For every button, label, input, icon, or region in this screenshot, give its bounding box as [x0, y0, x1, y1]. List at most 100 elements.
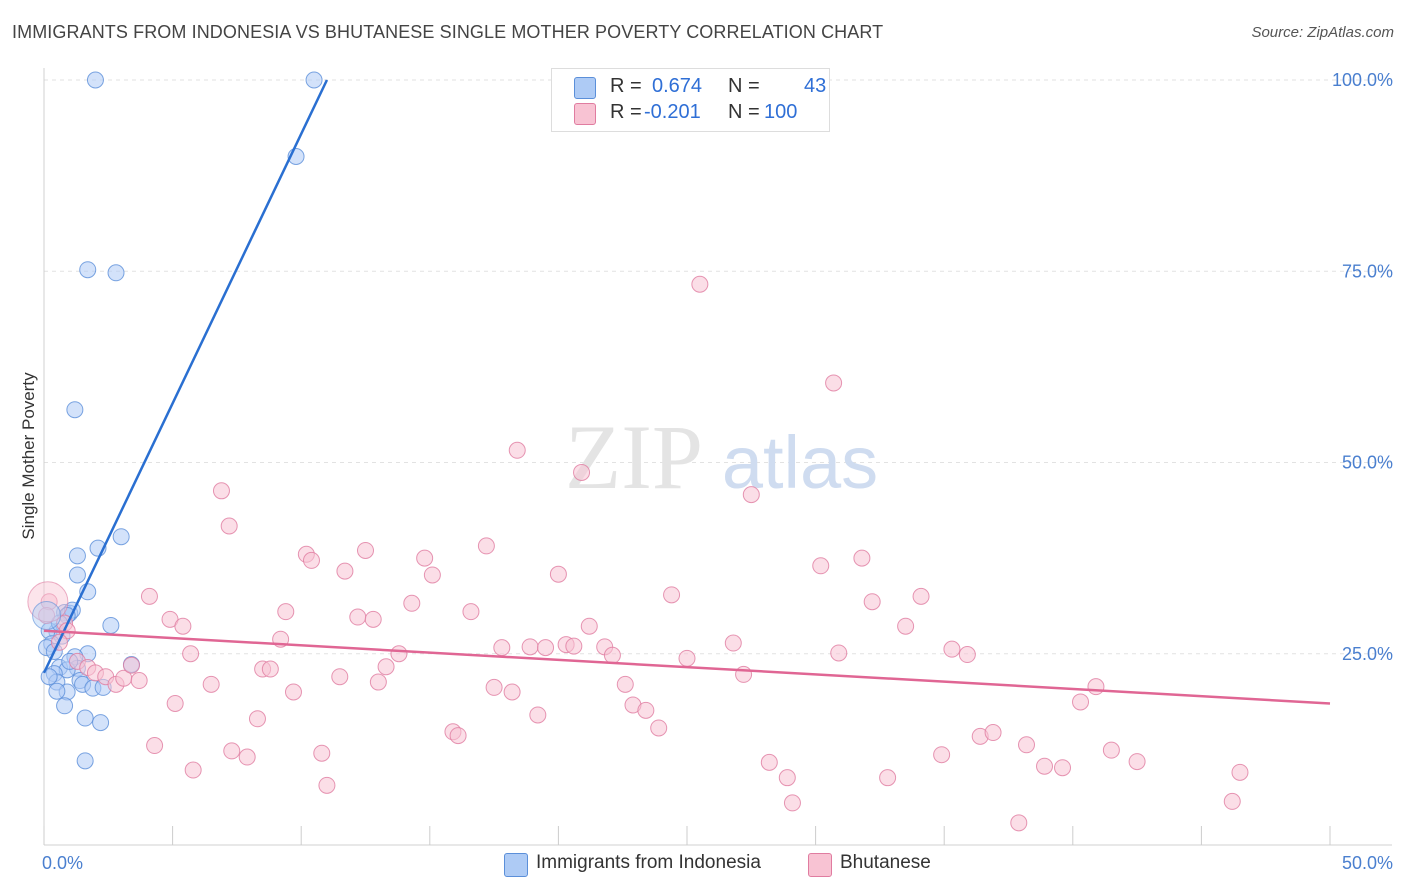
point-bhutanese: [184, 761, 202, 779]
trendline-bhutanese: [43, 629, 1331, 705]
point-bhutanese: [238, 748, 256, 766]
labels-layer: 25.0% 50.0% 75.0% 100.0% 0.0% 50.0% Single Mot…: [19, 70, 1393, 873]
point-bhutanese: [485, 678, 503, 696]
chart-title: IMMIGRANTS FROM INDONESIA VS BHUTANESE S…: [12, 22, 884, 42]
y-tick-label: 100.0%: [1332, 70, 1393, 90]
point-bhutanese: [302, 551, 320, 569]
correlation-legend: R = 0.674 N = 43 R = -0.201 N = 100: [551, 68, 830, 132]
point-indonesia: [56, 697, 74, 715]
point-bhutanese: [958, 646, 976, 664]
point-bhutanese: [146, 737, 164, 755]
point-bhutanese: [122, 656, 140, 674]
y-tick-label: 50.0%: [1342, 453, 1393, 473]
point-bhutanese: [369, 673, 387, 691]
point-bhutanese: [812, 557, 830, 575]
points-layer: [27, 71, 1249, 832]
point-bhutanese: [663, 586, 681, 604]
point-indonesia: [92, 714, 110, 732]
point-bhutanese: [1102, 741, 1120, 759]
point-bhutanese: [174, 617, 192, 635]
source-label: Source: ZipAtlas.com: [1251, 24, 1394, 41]
point-indonesia-cluster: [32, 601, 62, 630]
point-bhutanese: [650, 719, 668, 737]
trendline-indonesia: [42, 79, 329, 674]
point-bhutanese: [1128, 753, 1146, 771]
point-bhutanese: [783, 794, 801, 812]
point-bhutanese: [284, 683, 302, 701]
point-bhutanese: [853, 549, 871, 567]
point-bhutanese: [573, 463, 591, 481]
point-bhutanese: [549, 565, 567, 583]
point-bhutanese: [336, 562, 354, 580]
legend-r-value: 0.674: [652, 75, 703, 97]
trend-layer: [42, 79, 1331, 705]
bottom-legend-label-indonesia: Immigrants from Indonesia: [536, 852, 761, 873]
x-tick-label: 50.0%: [1342, 853, 1393, 873]
point-bhutanese: [879, 769, 897, 787]
point-bhutanese: [166, 694, 184, 712]
point-indonesia: [107, 264, 125, 282]
point-bhutanese: [984, 724, 1002, 742]
point-bhutanese: [760, 753, 778, 771]
y-axis-label: Single Mother Poverty: [19, 372, 38, 540]
point-indonesia: [86, 71, 104, 89]
point-bhutanese: [477, 537, 495, 555]
legend-r-label: R =: [610, 75, 642, 97]
point-bhutanese: [1054, 759, 1072, 777]
point-bhutanese: [248, 710, 266, 728]
point-bhutanese: [1087, 678, 1105, 696]
legend-n-value: 100: [764, 101, 798, 123]
point-indonesia: [76, 752, 94, 770]
bottom-legend-swatch-indonesia: [504, 853, 528, 877]
point-bhutanese: [416, 549, 434, 567]
point-bhutanese: [508, 441, 526, 459]
point-bhutanese: [277, 603, 295, 621]
axes-layer: [43, 68, 1392, 846]
point-bhutanese: [537, 639, 555, 657]
grid-layer: [44, 79, 1392, 655]
point-bhutanese: [1072, 693, 1090, 711]
point-bhutanese: [202, 675, 220, 693]
point-indonesia: [102, 616, 120, 634]
point-bhutanese: [313, 744, 331, 762]
point-bhutanese: [423, 566, 441, 584]
point-bhutanese: [580, 617, 598, 635]
point-indonesia: [66, 401, 84, 419]
point-bhutanese: [223, 742, 241, 760]
point-bhutanese: [130, 672, 148, 690]
point-bhutanese: [140, 587, 158, 605]
point-indonesia: [305, 71, 323, 89]
point-bhutanese: [462, 603, 480, 621]
point-bhutanese: [521, 638, 539, 656]
point-bhutanese: [830, 644, 848, 662]
point-bhutanese: [1231, 763, 1249, 781]
point-indonesia: [76, 709, 94, 727]
legend-n-value: 43: [804, 75, 827, 97]
point-bhutanese: [261, 660, 279, 678]
point-bhutanese: [778, 769, 796, 787]
point-bhutanese: [364, 610, 382, 628]
point-bhutanese: [742, 486, 760, 504]
point-bhutanese: [565, 637, 583, 655]
point-bhutanese: [357, 541, 374, 559]
legend-swatch-bhutanese: [574, 103, 596, 125]
point-indonesia: [68, 566, 86, 584]
point-bhutanese: [616, 675, 634, 693]
point-bhutanese: [691, 275, 709, 293]
point-bhutanese: [724, 634, 742, 652]
point-bhutanese: [603, 646, 621, 664]
point-bhutanese: [933, 746, 951, 764]
point-bhutanese: [377, 658, 395, 676]
point-indonesia: [68, 547, 86, 565]
point-bhutanese: [1010, 814, 1028, 832]
point-indonesia: [79, 261, 97, 279]
point-bhutanese: [318, 776, 336, 794]
point-bhutanese: [38, 607, 56, 624]
point-bhutanese: [349, 608, 367, 626]
point-indonesia: [48, 682, 66, 700]
bottom-legend-swatch-bhutanese: [808, 853, 832, 877]
point-bhutanese: [1223, 792, 1241, 810]
legend-swatch-indonesia: [574, 77, 596, 99]
point-bhutanese: [897, 617, 915, 635]
